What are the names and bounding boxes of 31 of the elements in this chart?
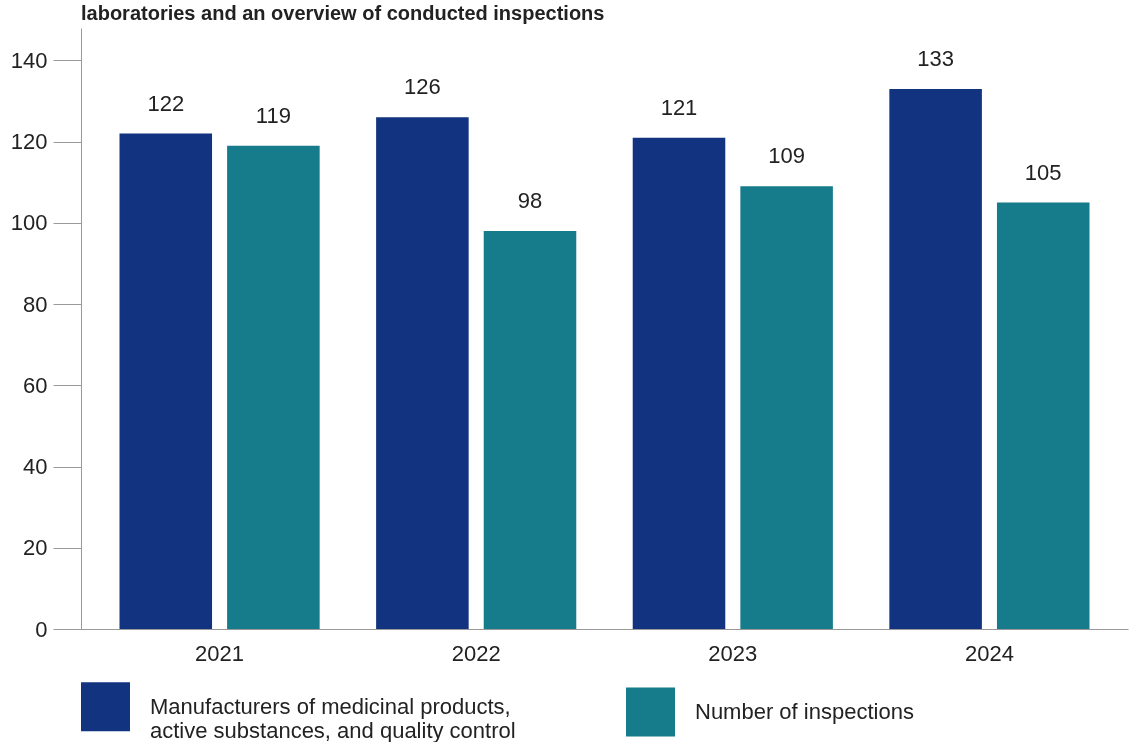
x-tick-label: 2023: [708, 640, 758, 666]
bar: [483, 231, 577, 629]
chart-title: laboratories and an overview of conducted inspections: [81, 2, 605, 24]
bar: [227, 145, 320, 629]
y-tick-label: 80: [23, 291, 48, 317]
data-label: 119: [255, 102, 291, 128]
legend-label: Number of inspections: [695, 699, 914, 724]
legend-label: Manufacturers of medicinal products, active substances, and quality control: [150, 693, 516, 742]
data-label: 109: [768, 143, 805, 169]
data-label: 121: [660, 94, 698, 120]
y-tick-label: 40: [23, 454, 48, 480]
y-tick-label: 100: [10, 210, 48, 236]
bar: [119, 133, 213, 629]
y-tick-label: 120: [10, 129, 48, 155]
y-tick-label: 20: [23, 535, 48, 561]
x-tick-label: 2021: [195, 640, 245, 666]
data-label: 122: [147, 90, 185, 116]
y-tick-label: 140: [10, 47, 48, 73]
bar: [996, 202, 1090, 629]
bar: [632, 137, 726, 629]
x-tick-label: 2022: [451, 640, 501, 666]
data-label: 133: [917, 45, 954, 71]
bar: [740, 186, 833, 629]
data-label: 105: [1024, 159, 1062, 185]
bar: [889, 88, 982, 629]
data-label: 126: [404, 74, 441, 100]
y-tick-label: 60: [23, 372, 48, 398]
data-label: 98: [517, 188, 543, 214]
bar: [376, 117, 469, 629]
x-tick-label: 2024: [964, 640, 1014, 666]
y-tick-label: 0: [35, 616, 48, 642]
